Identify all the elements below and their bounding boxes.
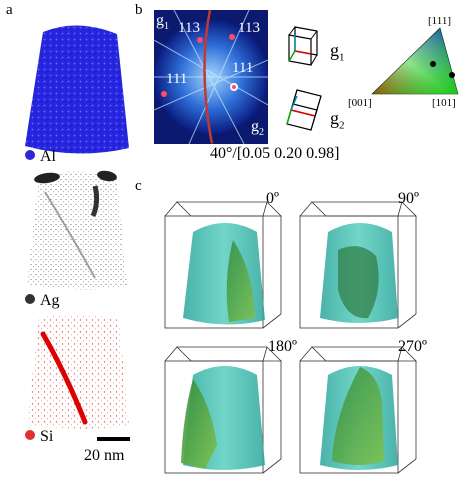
- rotation-90-label: 90º: [398, 190, 419, 207]
- panel-a-label: a: [6, 2, 13, 18]
- iso-view-270deg: [299, 346, 417, 474]
- pole-label-113-left: 113: [178, 20, 200, 36]
- kikuchi-pattern: [154, 10, 268, 144]
- ag-marker-icon: [25, 294, 35, 304]
- ag-atom-map: [27, 170, 127, 290]
- ipf-corner-111: [111]: [428, 15, 452, 27]
- rotation-270-label: 270º: [398, 338, 427, 355]
- iso-view-0deg: [164, 201, 282, 329]
- cube-g2-icon: [286, 89, 322, 131]
- pole-label-111-right: 111: [232, 60, 254, 76]
- kikuchi-g2-label: g2: [251, 118, 264, 139]
- al-atom-map: [25, 25, 129, 154]
- iso-view-90deg: [299, 201, 417, 329]
- rotation-0-label: 0º: [266, 190, 279, 207]
- ipf-triangle: [371, 27, 459, 95]
- scale-bar-label: 20 nm: [84, 447, 125, 464]
- cube-g1-icon: [288, 26, 318, 66]
- si-atom-map: [27, 314, 129, 429]
- legend-al: Al: [25, 148, 56, 166]
- ipf-corner-101: [101]: [432, 97, 456, 109]
- cube-g1-label: g1: [330, 40, 345, 64]
- scale-bar: [97, 437, 130, 441]
- rotation-180-label: 180º: [268, 338, 297, 355]
- pole-label-113-right: 113: [238, 20, 260, 36]
- cube-g2-label: g2: [330, 108, 345, 132]
- al-marker-icon: [25, 150, 35, 160]
- legend-ag: Ag: [25, 292, 60, 310]
- panel-b-label: b: [135, 2, 143, 18]
- legend-ag-label: Ag: [40, 292, 60, 309]
- iso-view-180deg: [164, 346, 282, 474]
- misorientation-label: 40°/[0.05 0.20 0.98]: [210, 145, 340, 162]
- legend-si-label: Si: [40, 428, 54, 445]
- ipf-corner-001: [001]: [348, 97, 372, 109]
- pole-label-111-left: 111: [166, 71, 188, 87]
- si-marker-icon: [25, 430, 35, 440]
- kikuchi-g1-label: g1: [156, 12, 169, 33]
- legend-al-label: Al: [40, 148, 56, 165]
- panel-c-label: c: [135, 178, 142, 194]
- legend-si: Si: [25, 428, 53, 446]
